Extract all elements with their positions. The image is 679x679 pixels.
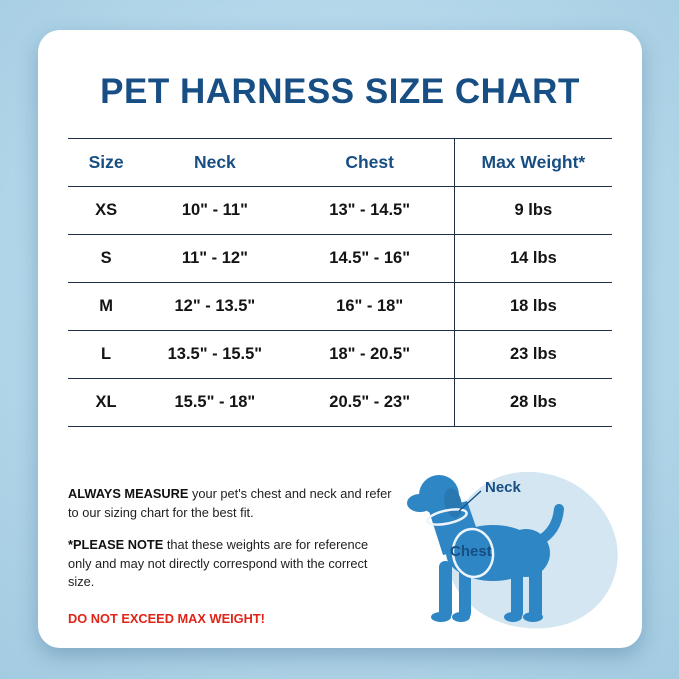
- dog-illustration: Neck Chest: [393, 467, 628, 642]
- cell-size: L: [68, 330, 145, 379]
- dog-back-leg-near: [511, 567, 523, 619]
- cell-chest: 13" - 14.5": [285, 186, 455, 235]
- dog-front-foot-far: [452, 612, 470, 622]
- dog-front-foot-near: [431, 612, 451, 622]
- note-please-note-text: that these weights are for reference onl…: [68, 537, 369, 590]
- size-table: Size Neck Chest Max Weight* XS 10" - 11"…: [68, 138, 612, 427]
- table-row-m: M 12" - 13.5" 16" - 18" 18 lbs: [68, 282, 612, 331]
- neck-harness-loop: [426, 508, 468, 526]
- note-please-note-bold: *PLEASE NOTE: [68, 537, 164, 553]
- table-row-xl: XL 15.5" - 18" 20.5" - 23" 28 lbs: [68, 378, 612, 427]
- cell-max-weight: 23 lbs: [453, 330, 612, 379]
- cell-size: S: [68, 234, 145, 283]
- cell-max-weight: 28 lbs: [453, 378, 612, 427]
- cell-neck: 11" - 12": [144, 234, 286, 283]
- note-always-measure-bold: ALWAYS MEASURE: [68, 486, 189, 501]
- column-header-size: Size: [68, 138, 145, 187]
- notes-block: ALWAYS MEASURE your pet's chest and neck…: [68, 467, 393, 642]
- cell-max-weight: 18 lbs: [453, 282, 612, 331]
- bottom-section: ALWAYS MEASURE your pet's chest and neck…: [68, 467, 628, 642]
- cell-neck: 10" - 11": [144, 186, 286, 235]
- warning-text: DO NOT EXCEED MAX WEIGHT!: [68, 610, 265, 626]
- cell-chest: 14.5" - 16": [285, 234, 455, 283]
- cell-neck: 12" - 13.5": [144, 282, 286, 331]
- size-chart-card: PET HARNESS SIZE CHART Size Neck Chest M…: [38, 30, 642, 648]
- cell-neck: 13.5" - 15.5": [144, 330, 286, 379]
- table-header-row: Size Neck Chest Max Weight*: [68, 138, 612, 187]
- column-header-max-weight: Max Weight*: [453, 138, 612, 187]
- note-please-note: *PLEASE NOTE that these weights are for …: [68, 536, 393, 592]
- dog-rear: [502, 529, 550, 577]
- dog-illustration-svg: [407, 471, 618, 629]
- cell-max-weight: 14 lbs: [453, 234, 612, 283]
- column-header-chest: Chest: [285, 138, 455, 187]
- column-header-neck: Neck: [144, 138, 286, 187]
- note-always-measure-text: your pet's chest and neck and refer to o…: [68, 486, 392, 520]
- dog-snout: [407, 494, 433, 512]
- neck-label: Neck: [485, 479, 521, 496]
- dog-front-leg-near: [439, 561, 452, 619]
- cell-size: XL: [68, 378, 145, 427]
- cell-size: XS: [68, 186, 145, 235]
- table-row-l: L 13.5" - 15.5" 18" - 20.5" 23 lbs: [68, 330, 612, 379]
- cell-neck: 15.5" - 18": [144, 378, 286, 427]
- cell-chest: 20.5" - 23": [285, 378, 455, 427]
- dog-silhouette: [407, 475, 564, 622]
- page-title: PET HARNESS SIZE CHART: [100, 72, 580, 111]
- table-row-s: S 11" - 12" 14.5" - 16" 14 lbs: [68, 234, 612, 283]
- cell-max-weight: 9 lbs: [453, 186, 612, 235]
- cell-chest: 16" - 18": [285, 282, 455, 331]
- note-always-measure: ALWAYS MEASURE your pet's chest and neck…: [68, 485, 393, 522]
- cell-chest: 18" - 20.5": [285, 330, 455, 379]
- dog-front-leg-far: [459, 565, 471, 619]
- neck-pointer-line: [458, 490, 482, 512]
- dog-back-foot-far: [523, 612, 543, 622]
- chest-label: Chest: [450, 543, 492, 560]
- table-row-xs: XS 10" - 11" 13" - 14.5" 9 lbs: [68, 186, 612, 235]
- chest-harness-loop: [451, 527, 495, 579]
- cell-size: M: [68, 282, 145, 331]
- dog-back-foot-near: [504, 612, 522, 622]
